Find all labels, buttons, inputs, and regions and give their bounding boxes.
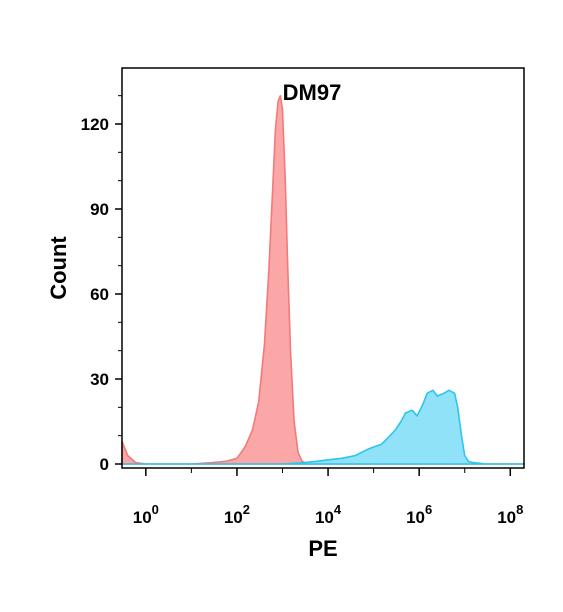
- y-tick-label: 120: [81, 115, 109, 134]
- histogram-series-1: [121, 389, 525, 465]
- x-tick-label: 104: [315, 502, 342, 527]
- x-tick-label: 100: [133, 502, 159, 527]
- x-axis-title: PE: [308, 536, 337, 561]
- histogram-series-0: [121, 94, 525, 465]
- axis-layer: 0 30 60 90 120 100 102 104 106 108: [81, 95, 523, 527]
- y-tick-label: 60: [90, 285, 109, 304]
- x-tick-label: 106: [406, 502, 432, 527]
- y-tick-label: 0: [100, 455, 109, 474]
- y-axis-title: Count: [46, 236, 71, 300]
- x-tick-label: 102: [224, 502, 250, 527]
- y-tick-label: 90: [90, 200, 109, 219]
- y-tick-label: 30: [90, 370, 109, 389]
- series-layer: [121, 94, 525, 465]
- annotation-label: DM97: [283, 80, 342, 105]
- plot-frame: [121, 67, 525, 469]
- x-tick-label: 108: [497, 502, 523, 527]
